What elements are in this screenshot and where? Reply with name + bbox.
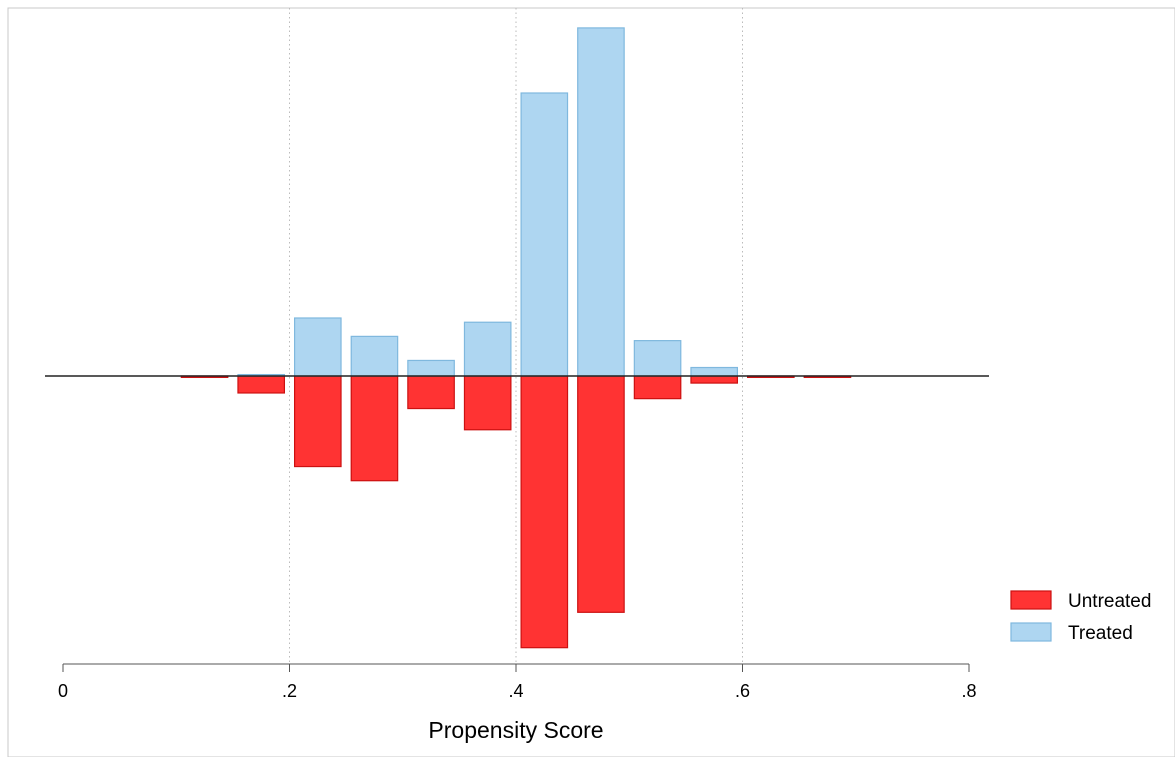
legend-label-untreated: Untreated [1068,591,1151,612]
x-tick-label: 0 [58,681,68,701]
bar-untreated [463,375,512,431]
bar-untreated [407,375,455,410]
bar-treated [407,359,455,377]
legend-swatch-treated [1010,622,1052,642]
bar-treated [690,366,739,377]
bar-treated [463,321,512,377]
x-tick-label: .2 [282,681,297,701]
bar-untreated [520,375,569,649]
bar-treated [520,92,569,377]
bar-treated [633,340,682,377]
x-tick-label: .4 [508,681,523,701]
legend-label-treated: Treated [1068,623,1133,644]
x-tick-label: .6 [735,681,750,701]
x-axis-title: Propensity Score [428,717,603,743]
bar-untreated [690,375,739,384]
legend-swatch-untreated [1010,590,1052,610]
bar-untreated [350,375,399,482]
bar-treated [293,317,342,377]
bars-layer [180,27,852,649]
x-tick-label: .8 [961,681,976,701]
bar-untreated [633,375,682,400]
bar-untreated [577,375,625,613]
x-axis: 0 .2 .4 .6 .8 [58,663,977,701]
grid-layer [289,8,743,664]
bar-untreated [293,375,342,468]
bar-treated [350,335,399,377]
bar-untreated [237,375,286,394]
legend: Untreated Treated [1010,590,1151,644]
bar-treated [577,27,625,377]
